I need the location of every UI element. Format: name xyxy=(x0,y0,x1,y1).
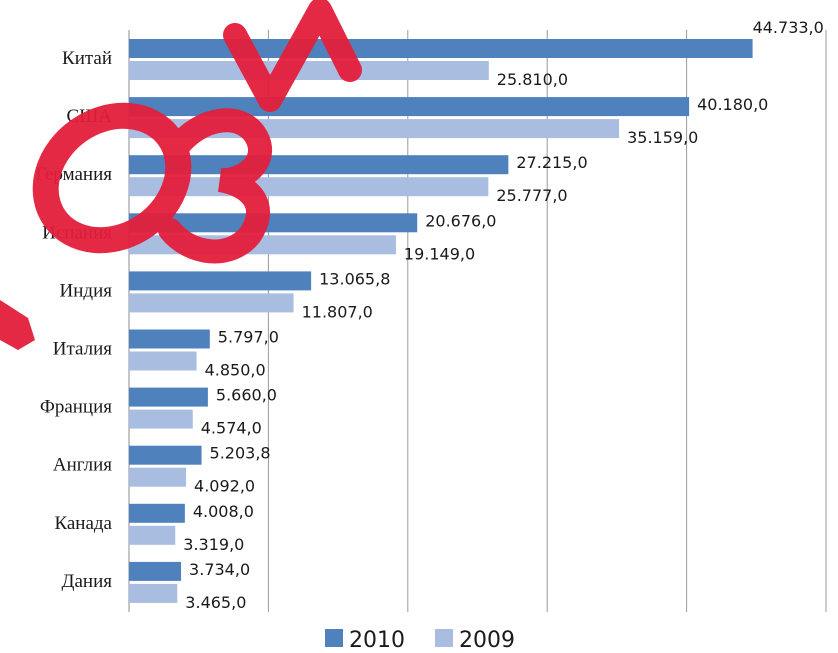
category-label: Канада xyxy=(54,513,112,534)
category-label: Италия xyxy=(53,339,113,360)
data-label: 4.092,0 xyxy=(194,477,255,496)
data-label: 40.180,0 xyxy=(697,95,768,114)
category-label: Индия xyxy=(60,280,113,301)
data-label: 35.159,0 xyxy=(627,128,698,147)
legend: 2010 2009 xyxy=(325,628,515,653)
data-label: 44.733,0 xyxy=(753,18,824,37)
data-label: 5.797,0 xyxy=(218,328,279,347)
data-label: 5.203,8 xyxy=(210,444,271,463)
legend-label-2010: 2010 xyxy=(349,628,405,653)
data-label: 3.465,0 xyxy=(185,593,246,612)
category-label: Дания xyxy=(62,571,113,592)
data-label: 11.807,0 xyxy=(302,302,373,321)
category-label: США xyxy=(66,106,112,127)
bar-2009 xyxy=(129,467,187,487)
legend-swatch-2009 xyxy=(435,629,453,647)
data-label: 19.149,0 xyxy=(404,244,475,263)
category-label: Германия xyxy=(35,164,112,185)
legend-label-2009: 2009 xyxy=(459,628,515,653)
gridlines xyxy=(128,30,827,612)
bar-2010 xyxy=(129,387,208,407)
bar-2009 xyxy=(129,409,193,429)
data-label: 4.008,0 xyxy=(193,502,254,521)
data-label: 13.065,8 xyxy=(319,269,390,288)
bar-2010 xyxy=(129,271,312,291)
bar-2009 xyxy=(129,119,620,139)
bar-2010 xyxy=(129,155,509,175)
data-label: 3.734,0 xyxy=(189,560,250,579)
data-label: 20.676,0 xyxy=(425,211,496,230)
bar-2009 xyxy=(129,61,489,80)
data-label: 25.810,0 xyxy=(497,70,568,89)
bar-2010 xyxy=(129,213,418,233)
data-label: 5.660,0 xyxy=(216,386,277,405)
bar-2010 xyxy=(129,329,210,349)
data-label: 25.777,0 xyxy=(496,186,567,205)
category-label: Испания xyxy=(42,222,112,243)
data-label: 27.215,0 xyxy=(516,153,587,172)
bar-2009 xyxy=(129,177,489,197)
bar-2009 xyxy=(129,583,178,603)
legend-swatch-2010 xyxy=(325,629,343,647)
data-label: 4.850,0 xyxy=(205,361,266,380)
bar-2010 xyxy=(129,445,202,465)
bar-2010 xyxy=(129,39,753,58)
category-label: Китай xyxy=(62,48,112,69)
bar-2010 xyxy=(129,97,690,117)
bar-2010 xyxy=(129,561,182,581)
data-label: 4.574,0 xyxy=(201,419,262,438)
bar-2010 xyxy=(129,503,185,523)
category-label: Англия xyxy=(53,455,112,476)
bar-2009 xyxy=(129,525,176,545)
bar-2009 xyxy=(129,235,396,255)
bar-2009 xyxy=(129,293,294,313)
data-label: 3.319,0 xyxy=(183,535,244,554)
category-label: Франция xyxy=(40,397,112,418)
bar-2009 xyxy=(129,351,197,371)
